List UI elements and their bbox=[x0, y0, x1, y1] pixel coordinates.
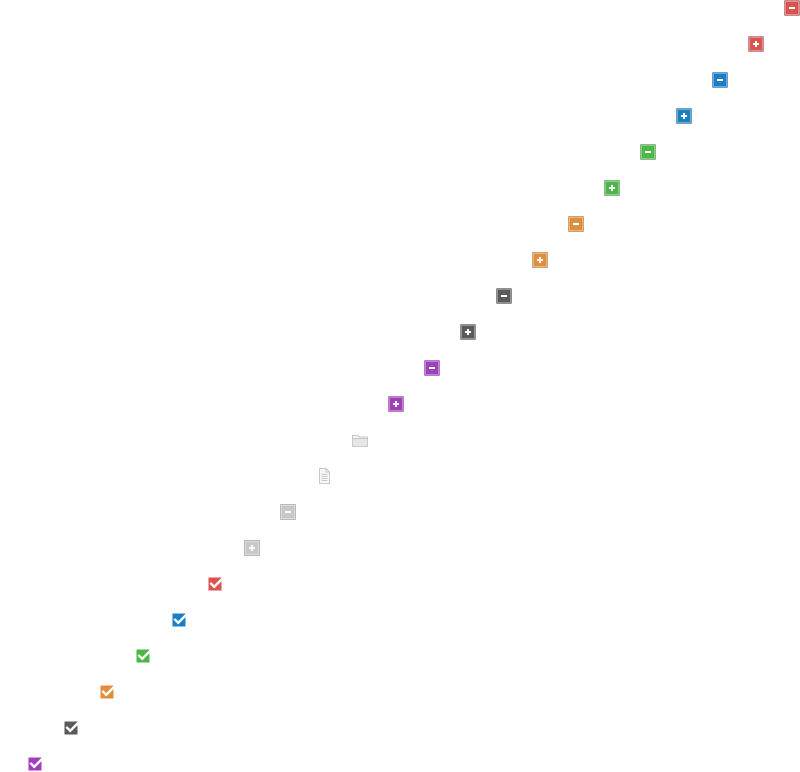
orange-minus-icon bbox=[568, 216, 584, 232]
purple-checkbox-checked-icon bbox=[28, 756, 44, 772]
green-minus-icon bbox=[640, 144, 656, 160]
dark-gray-minus-icon bbox=[496, 288, 512, 304]
light-gray-plus-icon bbox=[244, 540, 260, 556]
document-icon bbox=[316, 468, 332, 484]
green-plus-icon bbox=[604, 180, 620, 196]
red-minus-icon bbox=[784, 0, 800, 16]
blue-plus-icon bbox=[676, 108, 692, 124]
blue-checkbox-checked-icon bbox=[172, 612, 188, 628]
orange-plus-icon bbox=[532, 252, 548, 268]
red-checkbox-checked-icon bbox=[208, 576, 224, 592]
dark-gray-checkbox-checked-icon bbox=[64, 720, 80, 736]
blue-minus-icon bbox=[712, 72, 728, 88]
red-plus-icon bbox=[748, 36, 764, 52]
light-gray-minus-icon bbox=[280, 504, 296, 520]
dark-gray-plus-icon bbox=[460, 324, 476, 340]
green-checkbox-checked-icon bbox=[136, 648, 152, 664]
purple-minus-icon bbox=[424, 360, 440, 376]
folder-icon bbox=[352, 432, 368, 448]
orange-checkbox-checked-icon bbox=[100, 684, 116, 700]
purple-plus-icon bbox=[388, 396, 404, 412]
